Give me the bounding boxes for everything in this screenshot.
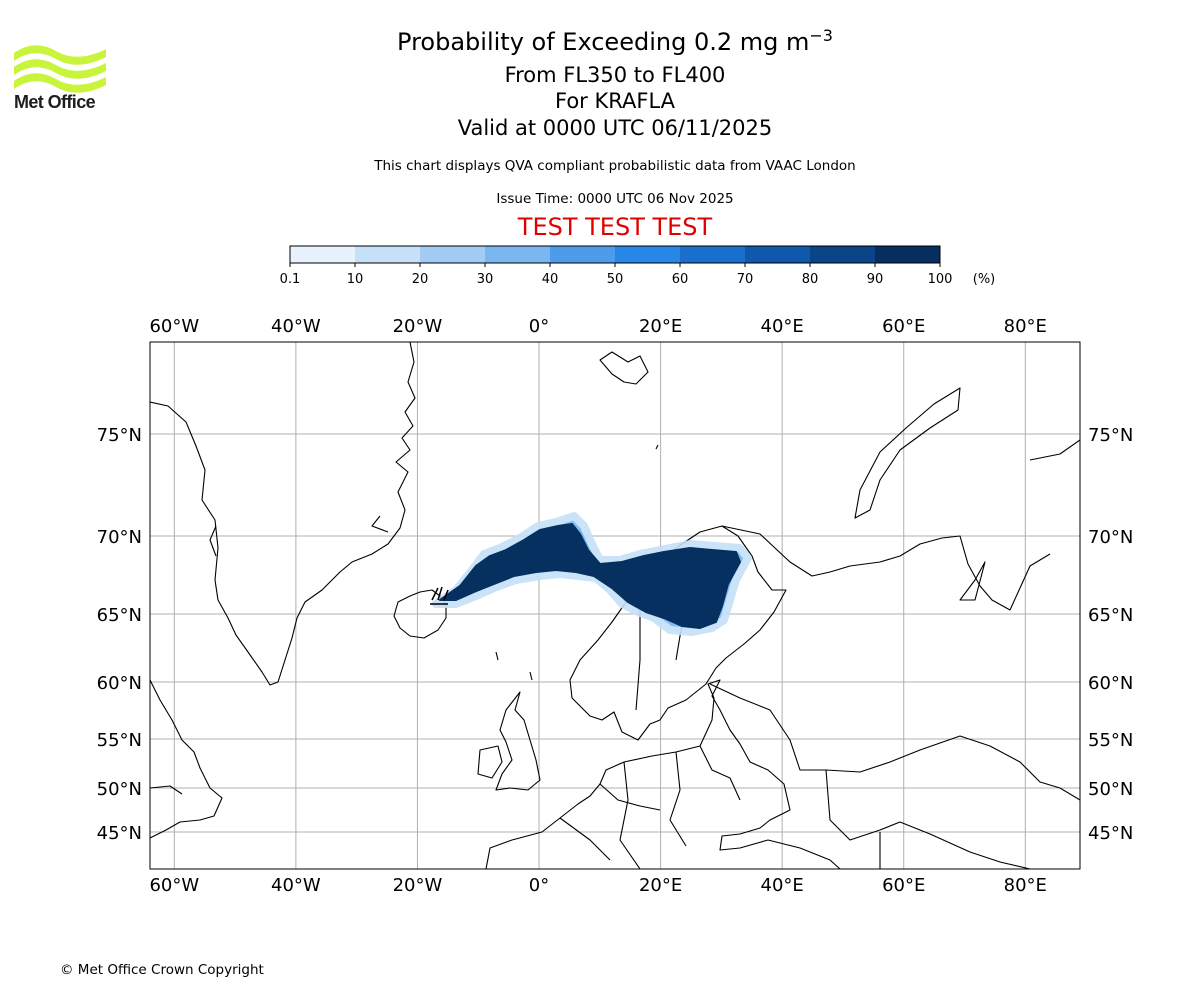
volcano-marker-icon [430, 586, 449, 605]
colorbar-cell [875, 246, 941, 263]
lon-label: 40°W [271, 316, 321, 337]
lat-label: 70°N [1088, 527, 1133, 548]
lat-label: 60°N [97, 673, 142, 694]
lat-label: 55°N [1088, 730, 1133, 751]
colorbar-tick-label: 70 [737, 272, 754, 287]
chart-title: Probability of Exceeding 0.2 mg m−3 [397, 26, 833, 56]
colorbar-cell [420, 246, 486, 263]
lat-label: 70°N [97, 527, 142, 548]
colorbar-tick-label: 40 [542, 272, 559, 287]
colorbar-tick-label: 80 [802, 272, 819, 287]
colorbar-tick-label: 10 [347, 272, 364, 287]
map: 60°W 40°W 20°W 0° 20°E 40°E 60°E 80°E 60°W 40°W 2… [97, 316, 1134, 896]
lon-label: 40°E [761, 316, 804, 337]
colorbar-cell [355, 246, 421, 263]
colorbar-cell [290, 246, 356, 263]
europe-coastline [485, 679, 841, 869]
colorbar: 0.1 10 20 30 40 50 60 70 80 90 100 (%) [280, 245, 996, 287]
lon-label: 20°W [393, 316, 443, 337]
lon-label: 40°W [271, 875, 321, 896]
lon-label: 60°W [149, 316, 199, 337]
met-office-logo-text: Met Office [14, 92, 96, 112]
colorbar-tick-label: 30 [477, 272, 494, 287]
colorbar-tick-label: 90 [867, 272, 884, 287]
colorbar-cell [810, 246, 876, 263]
colorbar-cell [745, 246, 811, 263]
colorbar-tick-label: 100 [928, 272, 953, 287]
copyright: © Met Office Crown Copyright [60, 962, 264, 978]
valid-time: Valid at 0000 UTC 06/11/2025 [457, 116, 773, 140]
map-frame [149, 341, 1081, 870]
greenland-coastline [150, 342, 416, 686]
colorbar-tick-label: 60 [672, 272, 689, 287]
colorbar-cell [485, 246, 551, 263]
lat-label: 65°N [97, 605, 142, 626]
lon-label: 80°E [1004, 316, 1047, 337]
met-office-logo-icon [14, 45, 106, 93]
colorbar-unit: (%) [973, 272, 996, 287]
ash-plume-high-probability [439, 523, 741, 629]
colorbar-tick-label: 0.1 [280, 272, 301, 287]
lon-label: 20°W [393, 875, 443, 896]
lat-label: 65°N [1088, 605, 1133, 626]
north-america-coastline [150, 679, 223, 839]
iceland-coastline [393, 589, 447, 639]
lon-label: 80°E [1004, 875, 1047, 896]
lat-label: 50°N [1088, 779, 1133, 800]
lon-label: 40°E [761, 875, 804, 896]
svalbard-coastline [599, 351, 649, 385]
flight-level-range: From FL350 to FL400 [504, 63, 726, 87]
volcano-name: For KRAFLA [555, 89, 675, 113]
lon-label: 0° [529, 875, 549, 896]
colorbar-tick-label: 20 [412, 272, 429, 287]
lat-label: 50°N [97, 779, 142, 800]
ireland-coastline [477, 745, 503, 779]
lat-label: 60°N [1088, 673, 1133, 694]
chart-description: This chart displays QVA compliant probab… [374, 158, 856, 174]
test-banner: TEST TEST TEST [517, 213, 713, 241]
colorbar-tick-label: 50 [607, 272, 624, 287]
lon-label: 0° [529, 316, 549, 337]
lat-label: 75°N [1088, 425, 1133, 446]
lon-label: 60°E [882, 875, 925, 896]
lat-label: 45°N [97, 823, 142, 844]
lat-label: 45°N [1088, 823, 1133, 844]
colorbar-cell [550, 246, 616, 263]
lat-label: 55°N [97, 730, 142, 751]
lon-label: 60°E [882, 316, 925, 337]
colorbar-cell [615, 246, 681, 263]
lat-label: 75°N [97, 425, 142, 446]
lon-label: 20°E [639, 875, 682, 896]
britain-coastline [495, 691, 541, 791]
lon-label: 20°E [639, 316, 682, 337]
colorbar-cell [680, 246, 746, 263]
issue-time: Issue Time: 0000 UTC 06 Nov 2025 [496, 191, 734, 207]
lon-label: 60°W [149, 875, 199, 896]
